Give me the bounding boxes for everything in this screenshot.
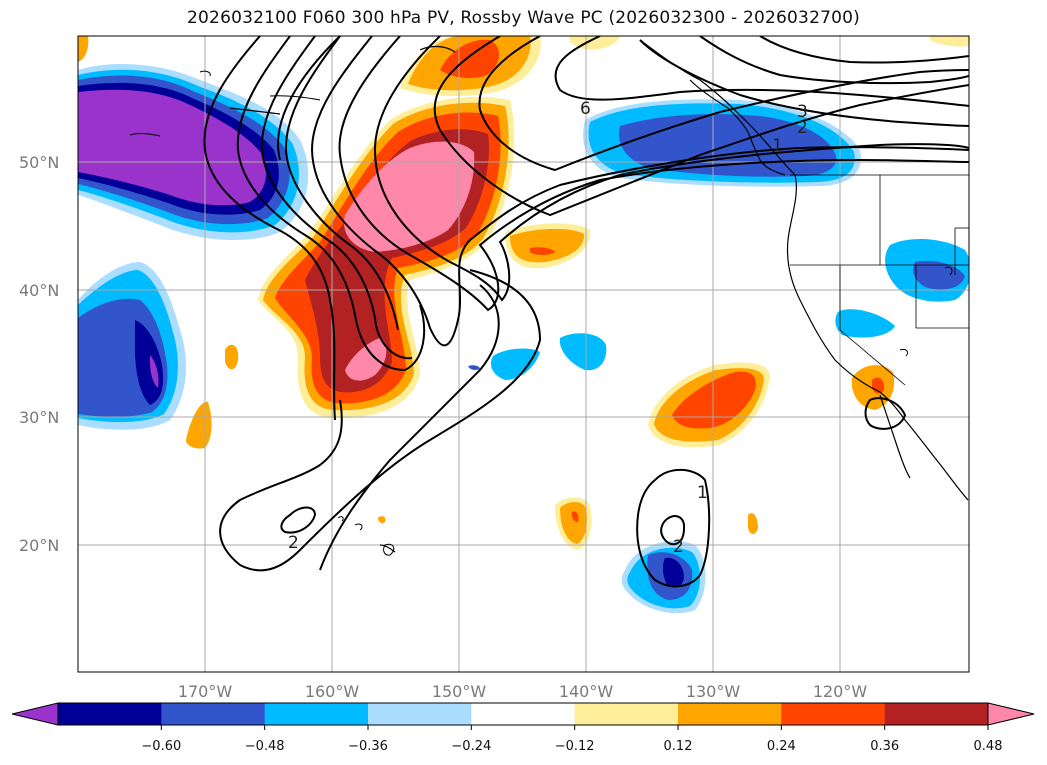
- colorbar-segment: [368, 703, 472, 725]
- map-frame: [77, 35, 970, 673]
- contour-label: 2: [288, 533, 299, 553]
- positive-anomaly-north: [78, 36, 969, 97]
- lon-label-130w: 130°W: [686, 682, 741, 701]
- colorbar-extend-high: [987, 702, 1035, 726]
- chart-title: 2026032100 F060 300 hPa PV, Rossby Wave …: [187, 8, 860, 28]
- lat-label-20n: 20°N: [19, 536, 59, 555]
- pc-contours: [203, 36, 969, 588]
- colorbar-segment: [471, 703, 576, 725]
- lon-label-170w: 170°W: [178, 682, 233, 701]
- colorbar-outline: [57, 702, 989, 726]
- contour-label: 1: [697, 483, 708, 503]
- colorbar-segment: [574, 703, 679, 725]
- colorbar-tick-label: 0.24: [767, 739, 796, 754]
- state-borders: [790, 174, 969, 386]
- colorbar: −0.60 −0.48 −0.36 −0.24 −0.12 0.12 0.24 0.36 0.4…: [11, 702, 1035, 754]
- colorbar-segment: [264, 703, 369, 725]
- positive-anomaly-trough-tail: [505, 223, 591, 269]
- coastlines: [229, 39, 969, 553]
- lat-label-40n: 40°N: [19, 281, 59, 300]
- contour-label: 2: [673, 537, 684, 557]
- colorbar-segment: [678, 703, 782, 725]
- contour-label: 1: [772, 136, 783, 156]
- colorbar-tick-label: −0.36: [348, 739, 388, 754]
- lon-label-120w: 120°W: [813, 682, 868, 701]
- positive-anomaly-east: [648, 362, 770, 448]
- negative-anomaly-southwest-us: [885, 239, 969, 302]
- lat-label-30n: 30°N: [19, 408, 59, 427]
- negative-anomaly-northwest: [78, 64, 309, 241]
- positive-anomaly-main-ridge: [258, 96, 515, 419]
- colorbar-tick-label: −0.60: [141, 739, 181, 754]
- lon-label-160w: 160°W: [305, 682, 360, 701]
- colorbar-extend-low: [11, 702, 59, 726]
- negative-anomaly-west: [78, 262, 186, 430]
- graticule: [78, 36, 969, 672]
- colorbar-segment: [58, 703, 162, 725]
- colorbar-tick-label: 0.12: [664, 739, 693, 754]
- map-content: [78, 36, 969, 672]
- negative-anomaly-small: [468, 309, 895, 380]
- lon-label-150w: 150°W: [432, 682, 487, 701]
- lon-label-140w: 140°W: [559, 682, 614, 701]
- contour-label: 3: [797, 102, 808, 122]
- colorbar-tick-label: 0.48: [974, 739, 1003, 754]
- contour-label: 6: [580, 99, 591, 119]
- colorbar-tick-label: 0.36: [870, 739, 899, 754]
- negative-anomaly-south: [621, 541, 706, 614]
- colorbar-segment: [884, 703, 989, 725]
- colorbar-segment: [161, 703, 266, 725]
- contour-label: 2: [797, 118, 808, 138]
- colorbar-segment: [781, 703, 886, 725]
- colorbar-tick-label: −0.12: [555, 739, 595, 754]
- colorbar-tick-label: −0.48: [245, 739, 285, 754]
- colorbar-tick-label: −0.24: [451, 739, 491, 754]
- islands: [129, 70, 953, 556]
- lat-label-50n: 50°N: [19, 153, 59, 172]
